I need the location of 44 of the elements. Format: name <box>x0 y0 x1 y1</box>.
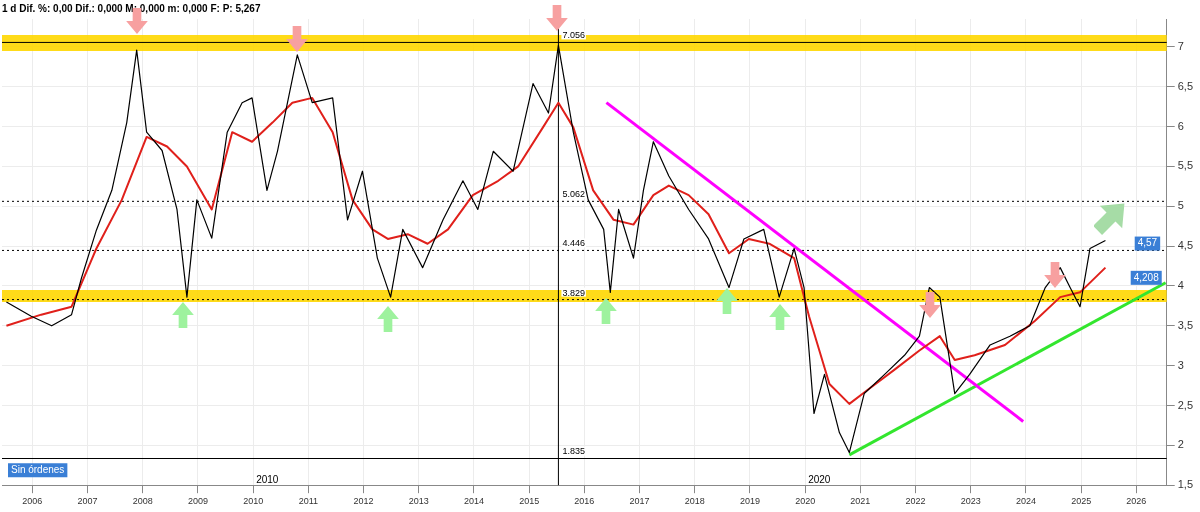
ref-line-label: 5.062 <box>562 189 585 200</box>
chart-title: 1 d Dif. %: 0,00 Dif.: 0,000 M: 0,000 m: 0,000 F: P: 5,267 <box>2 2 261 14</box>
y-tick-label: 2,5 <box>1177 398 1194 411</box>
x-tick-label: 2014 <box>463 496 484 507</box>
y-tick-label: 6 <box>1177 119 1184 132</box>
annotation: 2010 <box>256 473 279 485</box>
x-tick-label: 2018 <box>684 496 705 507</box>
y-tick-label: 4,5 <box>1177 239 1194 252</box>
y-tick-label: 1,5 <box>1177 478 1194 491</box>
x-tick-label: 2025 <box>1071 496 1092 507</box>
x-tick-label: 2019 <box>739 496 760 507</box>
annotation: 4,57 <box>1137 237 1158 249</box>
x-tick-label: 2026 <box>1126 496 1147 507</box>
x-tick-label: 2017 <box>629 496 650 507</box>
x-tick-label: 2013 <box>408 496 429 507</box>
x-tick-label: 2023 <box>960 496 981 507</box>
x-tick-label: 2011 <box>298 496 319 507</box>
x-tick-label: 2007 <box>77 496 98 507</box>
x-tick-label: 2020 <box>795 496 816 507</box>
y-tick-label: 6,5 <box>1177 79 1194 92</box>
x-tick-label: 2021 <box>850 496 871 507</box>
x-tick-label: 2022 <box>905 496 926 507</box>
y-tick-label: 5,5 <box>1177 159 1194 172</box>
y-tick-label: 2 <box>1177 438 1184 451</box>
annotation: 4,208 <box>1133 271 1160 283</box>
x-tick-label: 2010 <box>243 496 264 507</box>
y-tick-label: 7 <box>1177 39 1184 52</box>
x-tick-label: 2024 <box>1015 496 1036 507</box>
x-tick-label: 2012 <box>353 496 374 507</box>
ref-line-label: 1.835 <box>562 446 585 457</box>
x-tick-label: 2009 <box>187 496 208 507</box>
ref-line-label: 7.056 <box>562 30 585 41</box>
x-tick-label: 2015 <box>519 496 540 507</box>
y-tick-label: 4 <box>1177 279 1184 291</box>
x-tick-label: 2008 <box>132 496 153 507</box>
annotation: 2020 <box>808 473 831 485</box>
x-tick-label: 2016 <box>574 496 595 507</box>
y-tick-label: 3 <box>1177 358 1184 371</box>
y-tick-label: 5 <box>1177 199 1184 212</box>
ref-line-label: 3.829 <box>562 287 585 298</box>
x-tick-label: 2006 <box>22 496 43 507</box>
annotation: Sin órdenes <box>11 463 65 475</box>
ref-line-label: 4.446 <box>562 238 585 249</box>
y-tick-label: 3,5 <box>1177 318 1194 331</box>
